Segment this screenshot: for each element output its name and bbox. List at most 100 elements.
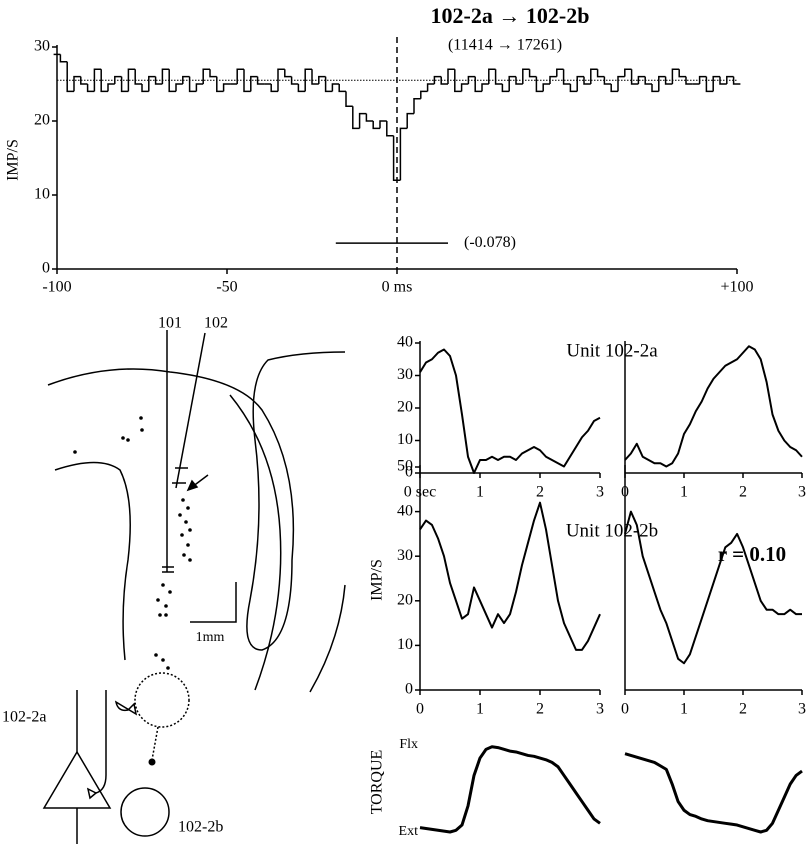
x-tick-label: 3 [596,484,604,501]
x-tick-label: 1 [680,484,688,501]
histogram-bin [556,68,564,77]
histogram-bin [175,83,183,92]
histogram-bin [719,76,727,85]
histogram-bin [365,113,374,122]
histogram-bin [256,76,265,85]
trace [624,510,802,665]
x-tick-label: 0 [416,701,424,718]
chart-title: Unit 102-2b [566,520,658,541]
histogram-bin [420,90,428,99]
trace [419,745,601,834]
histogram-bin [678,69,686,78]
histogram-bin [698,75,707,84]
histogram-bin [596,69,605,78]
histogram-bin [447,68,455,84]
histogram-bin [331,83,340,92]
x-tick-label: 2 [739,701,747,718]
neuron-label: 102-2a [2,709,46,726]
y-axis-label: IMP/S [5,139,22,181]
histogram-bin [467,75,476,84]
interval-label: (-0.078) [464,234,516,251]
x-tick-label: 2 [536,701,544,718]
histogram-bin [705,76,714,93]
histogram-bin [732,76,741,85]
histogram-bin [392,135,401,181]
trace [624,345,803,468]
histogram-bin [386,121,394,137]
chart-title: 102-2a → 102-2b [431,3,590,28]
x-tick-label: 2 [739,484,747,501]
histogram-bin [358,112,367,129]
histogram-bin [624,68,632,77]
histogram-bin [474,76,482,93]
y-tick-label: 10 [397,431,413,448]
histogram-bin [107,83,115,92]
y-tick-label: 0 [405,681,413,698]
histogram-bin [617,75,625,92]
electrode-label: 101 [158,315,182,332]
histogram-bin [222,83,231,92]
histogram-bin [501,84,510,93]
x-tick-label: -50 [216,279,237,296]
histogram-bin [59,54,68,63]
histogram-bin [134,69,142,85]
histogram-bin [726,75,734,84]
histogram-bin [100,69,108,93]
x-tick-label: 1 [476,484,484,501]
histogram-bin [318,75,326,84]
scale-label: 1mm [196,630,225,645]
recording-sites [73,416,192,670]
histogram-bin [161,68,170,84]
histogram-bin [664,76,673,85]
histogram-bin [651,84,659,93]
annotation: r = 0.10 [718,542,786,566]
x-tick-label: 3 [596,701,604,718]
histogram-bin [188,76,197,93]
histogram-bin [141,84,149,93]
histogram-bin [168,69,176,93]
histogram-bin [148,75,156,92]
histogram-bin [338,84,346,93]
histogram-bin [488,68,496,84]
histogram-bin [576,75,584,92]
histogram-bin [311,69,319,85]
histogram-bin [86,84,95,93]
histogram-bin [277,68,285,92]
y-tick-label: 10 [34,186,50,203]
histogram-bin [522,68,530,84]
histogram-bin [671,68,680,84]
histogram-bin [535,76,544,93]
histogram-bin [352,106,360,130]
y-tick-label: 30 [397,547,413,564]
electrode-label: 102 [204,315,228,332]
y-tick-label: 50 [397,458,413,475]
histogram-bin [549,75,557,84]
histogram-bin [127,68,136,92]
histogram-bin [658,75,666,92]
histogram-bin [508,75,516,92]
histogram-bin [644,76,652,85]
histogram-bin [202,68,210,84]
x-tick-label: 1 [680,701,688,718]
histogram-bin [630,69,639,85]
histogram-bin [590,68,598,84]
y-tick-label: 20 [397,591,413,608]
y-tick-label: 40 [397,334,413,351]
histogram-bin [80,76,88,85]
histogram-bin [195,83,204,92]
histogram-bin [454,69,462,93]
x-tick-label: +100 [720,279,753,296]
histogram-bin [440,76,448,85]
x-tick-label: 0 ms [382,279,413,296]
neuron-schematic [42,672,190,844]
synapse-dot [148,758,156,766]
histogram-bin [542,83,550,92]
histogram-bin [154,76,163,85]
y-tick-label: 0 [405,464,413,481]
neuron-label: 102-2b [178,819,223,836]
histogram-bin [66,61,74,93]
histogram-bin [583,76,591,85]
histogram-bin [603,76,612,85]
histogram-bin [610,84,618,93]
